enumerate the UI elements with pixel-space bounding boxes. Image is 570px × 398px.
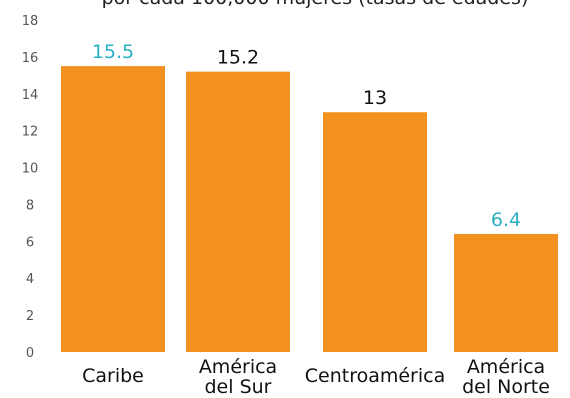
data-label: 15.2: [217, 47, 259, 69]
y-tick-label: 16: [22, 51, 39, 66]
data-label: 15.5: [92, 41, 134, 63]
data-label: 6.4: [491, 209, 521, 231]
x-tick-label: del Sur: [205, 376, 272, 398]
y-tick-label: 14: [22, 88, 39, 103]
bars: [61, 66, 558, 353]
y-tick-label: 2: [26, 309, 34, 324]
bar: [454, 233, 558, 352]
bar: [61, 66, 165, 352]
y-tick-label: 18: [22, 14, 39, 29]
y-tick-label: 10: [22, 162, 39, 177]
bar: [186, 71, 290, 353]
x-tick-label: América: [199, 356, 277, 378]
x-tick-label: Caribe: [82, 365, 144, 387]
chart-title: por cada 100,000 mujeres (tasas de edade…: [102, 0, 529, 9]
x-tick-label: Centroamérica: [305, 365, 446, 387]
data-label: 13: [363, 87, 387, 109]
y-tick-label: 12: [22, 125, 39, 140]
x-tick-label: América: [467, 356, 545, 378]
x-tick-label: del Norte: [462, 376, 550, 398]
y-tick-label: 0: [26, 346, 34, 361]
bar: [323, 112, 427, 352]
y-axis: 0 2 4 6 8 10 12 14 16 18: [22, 14, 39, 361]
y-tick-label: 4: [26, 272, 34, 287]
data-labels: 15.5 15.2 13 6.4: [92, 41, 521, 231]
y-tick-label: 6: [26, 235, 34, 250]
y-tick-label: 8: [26, 198, 34, 213]
